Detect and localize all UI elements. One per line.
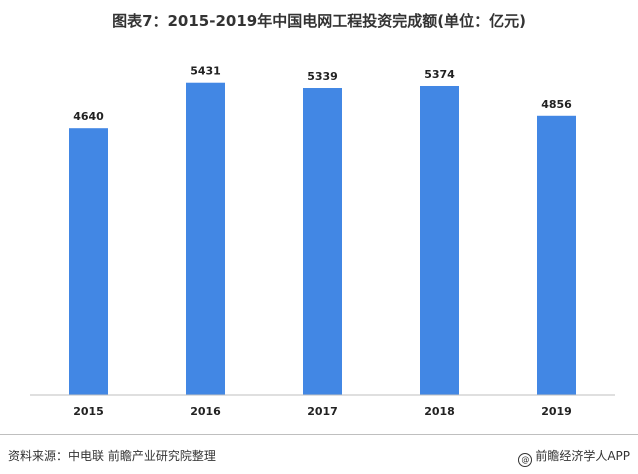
x-tick-label-2019: 2019 (541, 405, 572, 418)
brand-label: 前瞻经济学人APP (535, 449, 630, 463)
x-tick-label-2017: 2017 (307, 405, 338, 418)
footer-divider (0, 434, 638, 435)
bar-2016 (186, 82, 225, 395)
x-tick-label-2018: 2018 (424, 405, 455, 418)
bar-2019 (537, 115, 576, 395)
bar-2017 (303, 88, 342, 395)
footer: 资料来源：中电联 前瞻产业研究院整理 @ 前瞻经济学人APP (0, 434, 638, 474)
source-note: 资料来源：中电联 前瞻产业研究院整理 (8, 449, 216, 463)
x-tick-label-2015: 2015 (73, 405, 104, 418)
data-label-2017: 5339 (307, 70, 338, 83)
at-icon: @ (518, 453, 533, 467)
data-label-2015: 4640 (73, 110, 104, 123)
data-label-2018: 5374 (424, 68, 455, 81)
bar-2018 (420, 85, 459, 396)
brand: @ 前瞻经济学人APP (518, 447, 630, 467)
x-tick-label-2016: 2016 (190, 405, 221, 418)
bar-chart: 2015 2016 2017 2018 2019 4640 5431 5339 5374 485… (30, 65, 615, 418)
data-label-2019: 4856 (541, 98, 572, 111)
chart-title: 图表7：2015-2019年中国电网工程投资完成额(单位：亿元) (112, 12, 526, 30)
data-label-2016: 5431 (190, 65, 221, 78)
bar-2015 (69, 128, 108, 395)
